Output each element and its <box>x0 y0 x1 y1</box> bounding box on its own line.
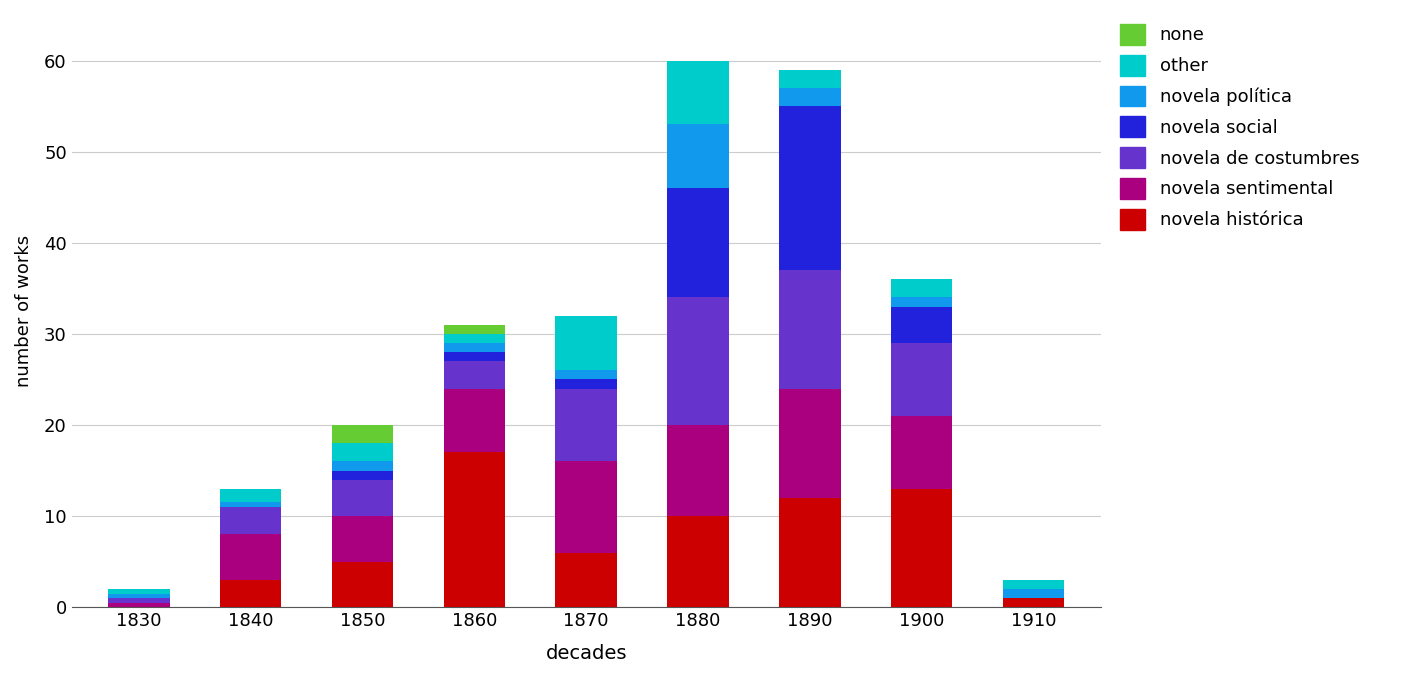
Bar <box>332 516 394 561</box>
Bar <box>443 361 505 388</box>
Bar <box>109 598 169 603</box>
Bar <box>779 70 841 88</box>
Bar <box>332 443 394 462</box>
Bar <box>890 306 952 343</box>
Bar <box>332 462 394 471</box>
Bar <box>220 502 281 507</box>
Bar <box>443 388 505 452</box>
Bar <box>332 561 394 607</box>
X-axis label: decades: decades <box>546 644 626 663</box>
Bar <box>556 380 617 388</box>
Bar <box>667 188 728 298</box>
Bar <box>443 452 505 607</box>
Bar <box>779 388 841 498</box>
Y-axis label: number of works: number of works <box>16 235 32 387</box>
Bar <box>443 343 505 352</box>
Legend: none, other, novela política, novela social, novela de costumbres, novela sentim: none, other, novela política, novela soc… <box>1120 24 1359 230</box>
Bar <box>667 516 728 607</box>
Bar <box>220 489 281 502</box>
Bar <box>1003 580 1064 589</box>
Bar <box>556 388 617 462</box>
Bar <box>332 471 394 480</box>
Bar <box>220 580 281 607</box>
Bar <box>556 316 617 370</box>
Bar <box>220 507 281 534</box>
Bar <box>667 124 728 188</box>
Bar <box>443 325 505 334</box>
Bar <box>890 279 952 298</box>
Bar <box>890 416 952 489</box>
Bar <box>890 298 952 306</box>
Bar <box>1003 598 1064 607</box>
Bar <box>890 489 952 607</box>
Bar <box>779 270 841 388</box>
Bar <box>667 298 728 425</box>
Bar <box>443 334 505 343</box>
Bar <box>779 498 841 607</box>
Bar <box>779 106 841 270</box>
Bar <box>332 425 394 443</box>
Bar <box>443 352 505 361</box>
Bar <box>779 88 841 106</box>
Bar <box>1003 589 1064 598</box>
Bar <box>109 593 169 598</box>
Bar <box>220 534 281 580</box>
Bar <box>556 370 617 380</box>
Bar <box>667 425 728 516</box>
Bar <box>109 589 169 593</box>
Bar <box>667 60 728 124</box>
Bar <box>109 603 169 607</box>
Bar <box>556 462 617 553</box>
Bar <box>332 480 394 516</box>
Bar <box>890 343 952 416</box>
Bar <box>556 553 617 607</box>
